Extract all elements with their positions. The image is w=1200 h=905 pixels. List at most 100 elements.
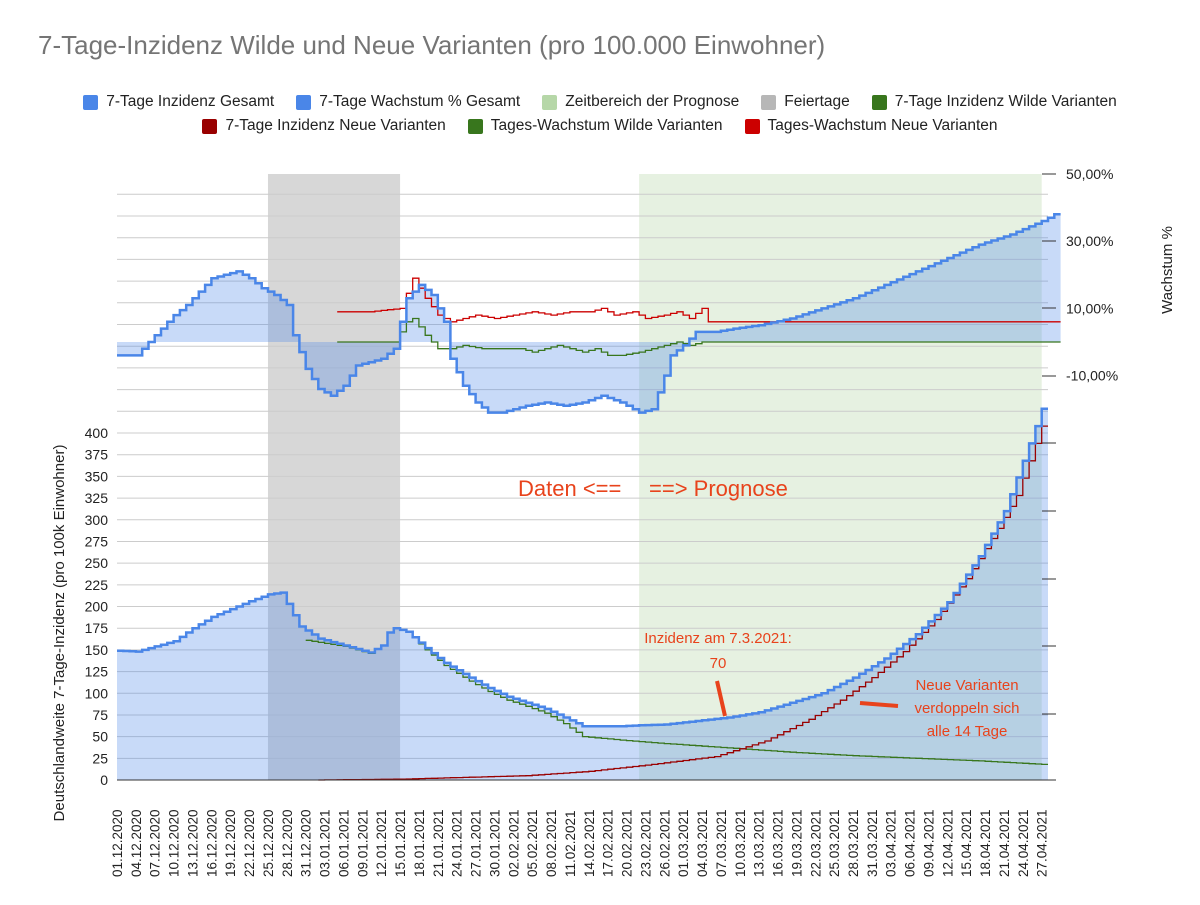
- growth-area: [117, 214, 1061, 413]
- x-tick-label: 12.04.2021: [940, 809, 955, 877]
- x-tick-label: 31.12.2020: [299, 809, 314, 877]
- legend-label: 7-Tage Inzidenz Wilde Varianten: [894, 93, 1117, 110]
- legend-label: Tages-Wachstum Wilde Varianten: [490, 117, 723, 134]
- chart-title: 7-Tage-Inzidenz Wilde und Neue Varianten…: [38, 30, 826, 60]
- legend-label: 7-Tage Wachstum % Gesamt: [319, 93, 521, 110]
- annotation-pointer: [859, 701, 899, 708]
- x-tick-label: 19.12.2020: [223, 809, 238, 877]
- x-tick-label: 06.01.2021: [337, 809, 352, 877]
- new-variant-growth-line: [337, 277, 1061, 323]
- legend-item: Tages-Wachstum Wilde Varianten: [467, 117, 723, 135]
- x-tick-label: 15.01.2021: [393, 809, 408, 877]
- x-tick-label: 03.01.2021: [318, 809, 333, 877]
- left-tick-label: 25: [92, 750, 108, 766]
- legend-label: Zeitbereich der Prognose: [565, 93, 740, 110]
- x-tick-label: 21.01.2021: [431, 809, 446, 877]
- x-tick-label: 24.01.2021: [450, 809, 465, 877]
- annotation-text: ==> Prognose: [649, 476, 788, 501]
- annotation-pointer: [715, 680, 727, 717]
- left-tick-label: 275: [85, 533, 109, 549]
- x-tick-label: 14.02.2021: [582, 809, 597, 877]
- x-tick-label: 22.12.2020: [242, 809, 257, 877]
- x-tick-label: 25.12.2020: [261, 809, 276, 877]
- x-tick-label: 04.03.2021: [695, 809, 710, 877]
- left-tick-label: 250: [85, 555, 109, 571]
- forecast-band: [639, 174, 1042, 780]
- right-tick-label: 10,00%: [1066, 300, 1113, 316]
- annotation-text: alle 14 Tage: [927, 723, 1008, 740]
- annotation-text: Inzidenz am 7.3.2021:: [644, 630, 792, 647]
- x-tick-label: 09.01.2021: [355, 809, 370, 877]
- x-tick-label: 20.02.2021: [620, 809, 635, 877]
- left-tick-label: 175: [85, 620, 109, 636]
- annotation-text: verdoppeln sich: [914, 700, 1019, 717]
- x-tick-label: 28.03.2021: [846, 809, 861, 877]
- legend-swatch: [871, 94, 887, 110]
- line-series: [117, 213, 1061, 781]
- left-tick-label: 325: [85, 490, 109, 506]
- x-tick-label: 22.03.2021: [808, 809, 823, 877]
- left-tick-label: 150: [85, 642, 109, 658]
- legend-item: Feiertage: [761, 93, 850, 111]
- legend-row-2: 7-Tage Inzidenz Neue Varianten Tages-Wach…: [0, 117, 1200, 135]
- x-tick-label: 05.02.2021: [525, 809, 540, 877]
- x-tick-label: 21.04.2021: [997, 809, 1012, 877]
- left-tick-label: 375: [85, 447, 109, 463]
- right-axis-labels: 50,00% 30,00% 10,00% -10,00%: [1066, 166, 1118, 384]
- x-tick-label: 15.04.2021: [959, 809, 974, 877]
- x-tick-label: 24.04.2021: [1016, 809, 1031, 877]
- incidence-line: [117, 407, 1048, 728]
- x-tick-label: 01.03.2021: [676, 809, 691, 877]
- x-tick-label: 18.04.2021: [978, 809, 993, 877]
- left-axis-labels: 0 25 50 75 100 125 150 175 200 225 250 275 300 325 350…: [85, 425, 109, 788]
- left-tick-label: 75: [92, 707, 108, 723]
- x-tick-label: 18.01.2021: [412, 809, 427, 877]
- legend-label: 7-Tage Inzidenz Neue Varianten: [225, 117, 446, 134]
- legend-item: 7-Tage Inzidenz Gesamt: [83, 93, 274, 111]
- holiday-band: [267, 174, 401, 780]
- x-tick-label: 07.03.2021: [714, 809, 729, 877]
- legend-swatch: [744, 118, 760, 134]
- x-tick-label: 13.12.2020: [186, 809, 201, 877]
- legend-swatch: [761, 94, 777, 110]
- x-tick-label: 12.01.2021: [374, 809, 389, 877]
- x-axis-labels: 01.12.2020 04.12.2020 07.12.2020 10.12.2020…: [110, 809, 1050, 877]
- legend-swatch: [542, 94, 558, 110]
- growth-line: [117, 213, 1061, 414]
- highlight-bands: [267, 174, 1042, 780]
- x-tick-label: 27.04.2021: [1035, 809, 1050, 877]
- x-tick-label: 16.12.2020: [204, 809, 219, 877]
- left-tick-label: 200: [85, 599, 109, 615]
- x-tick-label: 01.12.2020: [110, 809, 125, 877]
- left-tick-label: 400: [85, 425, 109, 441]
- left-tick-label: 0: [100, 772, 108, 788]
- x-tick-label: 31.03.2021: [865, 809, 880, 877]
- left-tick-label: 125: [85, 664, 109, 680]
- x-tick-label: 04.12.2020: [129, 809, 144, 877]
- incidence-area: [117, 408, 1048, 780]
- legend-item: 7-Tage Wachstum % Gesamt: [296, 93, 520, 111]
- x-tick-label: 10.12.2020: [167, 809, 182, 877]
- x-tick-label: 10.03.2021: [733, 809, 748, 877]
- x-tick-label: 30.01.2021: [487, 809, 502, 877]
- x-tick-label: 08.02.2021: [544, 809, 559, 877]
- legend-item: 7-Tage Inzidenz Neue Varianten: [202, 117, 446, 135]
- right-tick-label: -10,00%: [1066, 368, 1118, 384]
- x-tick-label: 03.04.2021: [884, 809, 899, 877]
- x-tick-label: 11.02.2021: [563, 810, 578, 877]
- left-tick-label: 350: [85, 468, 109, 484]
- legend-item: 7-Tage Inzidenz Wilde Varianten: [871, 93, 1117, 111]
- x-tick-label: 27.01.2021: [469, 809, 484, 877]
- x-tick-label: 02.02.2021: [506, 809, 521, 877]
- legend-label: 7-Tage Inzidenz Gesamt: [106, 93, 275, 110]
- annotations: Daten <== ==> Prognose Inzidenz am 7.3.202…: [518, 476, 1020, 740]
- area-series: [117, 214, 1061, 780]
- legend-swatch: [467, 118, 483, 134]
- legend-label: Feiertage: [784, 93, 850, 110]
- x-tick-label: 07.12.2020: [148, 809, 163, 877]
- x-tick-label: 13.03.2021: [752, 809, 767, 877]
- x-tick-label: 06.04.2021: [903, 809, 918, 877]
- annotation-text: Daten <==: [518, 476, 621, 501]
- left-tick-label: 300: [85, 512, 109, 528]
- left-tick-label: 100: [85, 685, 109, 701]
